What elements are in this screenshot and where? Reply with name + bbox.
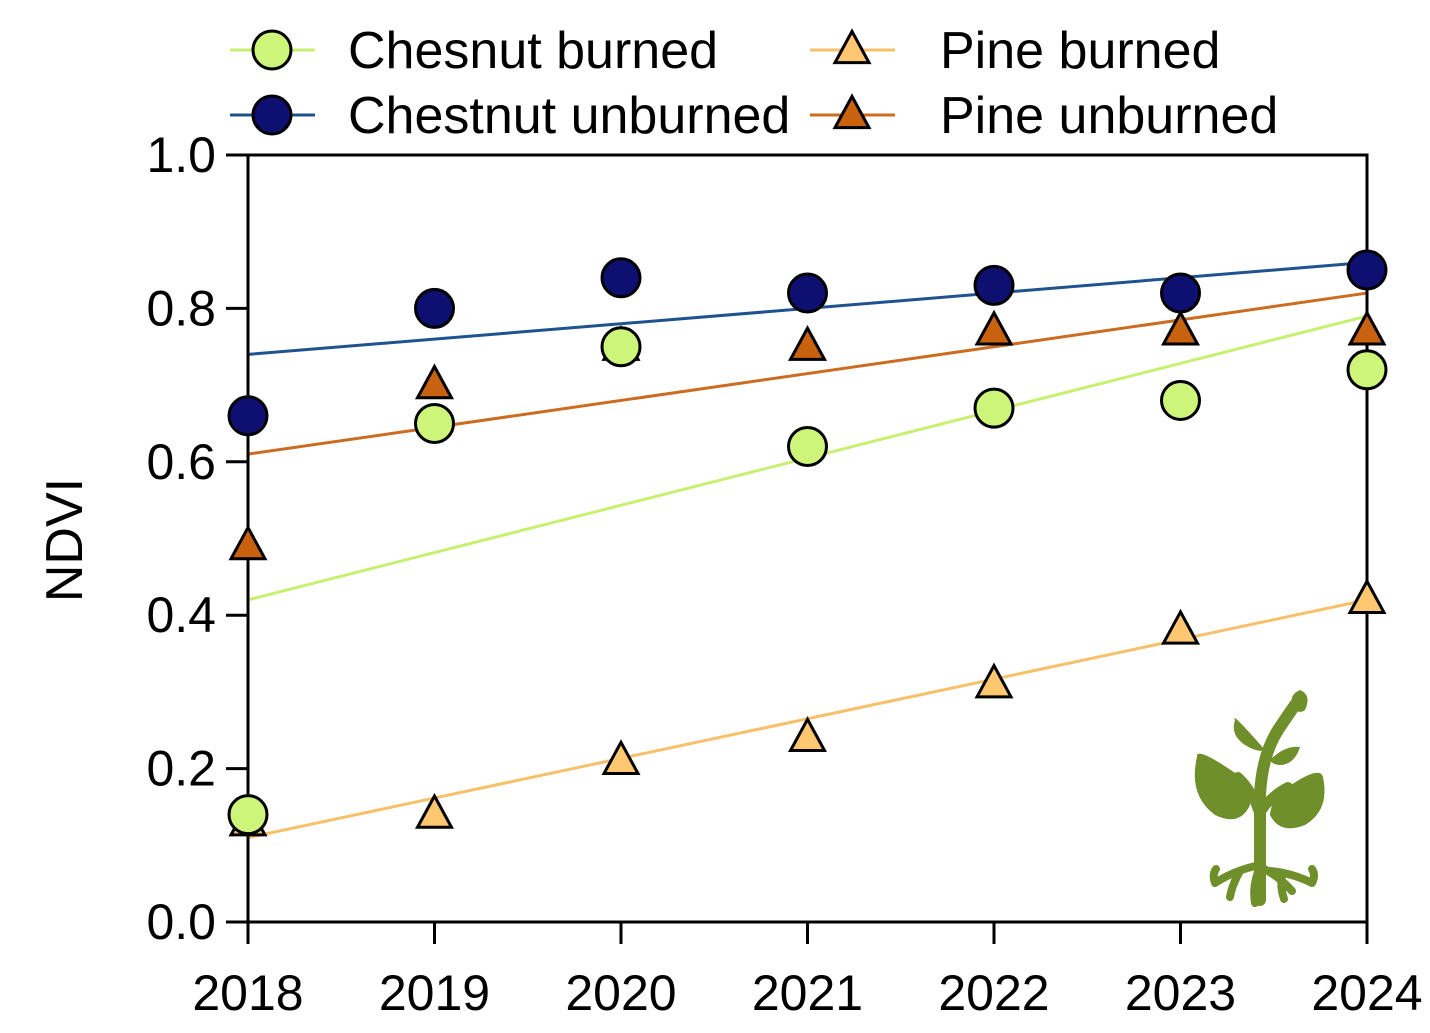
y-tick-label: 0.6 (146, 434, 216, 490)
plant-leaf-right-large (1270, 772, 1325, 829)
plant-leaf-mid-left (1233, 718, 1265, 751)
legend-marker (832, 28, 872, 65)
legend-item-4: Pine unburned (810, 87, 1278, 145)
plant-stem (1254, 699, 1301, 906)
axes: 0.0 0.2 0.4 0.6 0.8 1.0 2018 2019 2020 2021 2022 20… (146, 127, 1422, 1021)
data-point-s3 (1347, 578, 1387, 614)
data-point-s4 (228, 524, 268, 561)
data-point-s2 (787, 272, 828, 314)
plant-leaf-top (1291, 690, 1308, 712)
x-tick-label: 2022 (938, 965, 1049, 1021)
data-point-s3 (414, 792, 455, 829)
y-tick-label: 0.2 (146, 741, 216, 797)
data-point-s1 (600, 326, 642, 368)
x-tick-label: 2023 (1125, 965, 1236, 1021)
data-point-s2 (973, 264, 1015, 306)
data-point-s1 (414, 402, 455, 444)
legend-marker (251, 94, 293, 136)
data-markers (227, 249, 1388, 837)
data-point-s1 (973, 387, 1015, 429)
y-tick-label: 1.0 (146, 127, 216, 183)
legend-label: Pine burned (940, 22, 1220, 80)
data-point-s3 (974, 662, 1014, 699)
legend-label: Chestnut unburned (348, 87, 790, 145)
y-tick-label: 0.4 (146, 587, 216, 643)
data-point-s3 (787, 716, 828, 753)
plant-branch-right (1257, 782, 1293, 815)
data-point-s2 (414, 287, 455, 329)
x-tick-label: 2019 (379, 965, 490, 1021)
plant-leaf-mid-right (1270, 746, 1300, 765)
y-tick-label: 0.0 (146, 894, 216, 950)
data-point-s4 (974, 309, 1014, 346)
legend-item-1: Chesnut burned (230, 22, 718, 80)
legend: Chesnut burned Chestnut unburned Pine burn… (230, 22, 1278, 145)
data-point-s2 (1346, 249, 1388, 291)
plant-roots (1209, 861, 1318, 907)
data-point-s4 (1347, 309, 1387, 346)
data-point-s1 (1160, 379, 1201, 421)
legend-item-2: Chestnut unburned (230, 87, 790, 145)
data-point-s4 (787, 325, 828, 361)
y-axis-title: NDVI (36, 478, 94, 602)
legend-item-3: Pine burned (810, 22, 1220, 80)
data-point-s3 (601, 739, 641, 776)
data-point-s4 (414, 363, 455, 400)
plot-frame (246, 153, 1369, 924)
data-point-s2 (1160, 272, 1201, 314)
legend-marker (832, 93, 872, 130)
legend-marker (251, 29, 293, 71)
x-tick-label: 2024 (1311, 965, 1422, 1021)
data-point-s1 (787, 425, 828, 467)
data-point-s2 (227, 395, 269, 437)
plant-leaf-left-large (1194, 753, 1251, 820)
data-point-s2 (600, 257, 642, 299)
legend-label: Pine unburned (940, 87, 1278, 145)
data-point-s4 (1160, 309, 1201, 346)
legend-label: Chesnut burned (348, 22, 718, 80)
x-tick-label: 2018 (192, 965, 303, 1021)
data-point-s1 (1346, 349, 1388, 391)
data-point-s3 (1160, 608, 1201, 645)
x-tick-label: 2020 (565, 965, 676, 1021)
data-point-s1 (227, 794, 269, 836)
plant-sprout-icon (1194, 690, 1325, 907)
y-tick-label: 0.8 (146, 280, 216, 336)
x-tick-label: 2021 (752, 965, 863, 1021)
